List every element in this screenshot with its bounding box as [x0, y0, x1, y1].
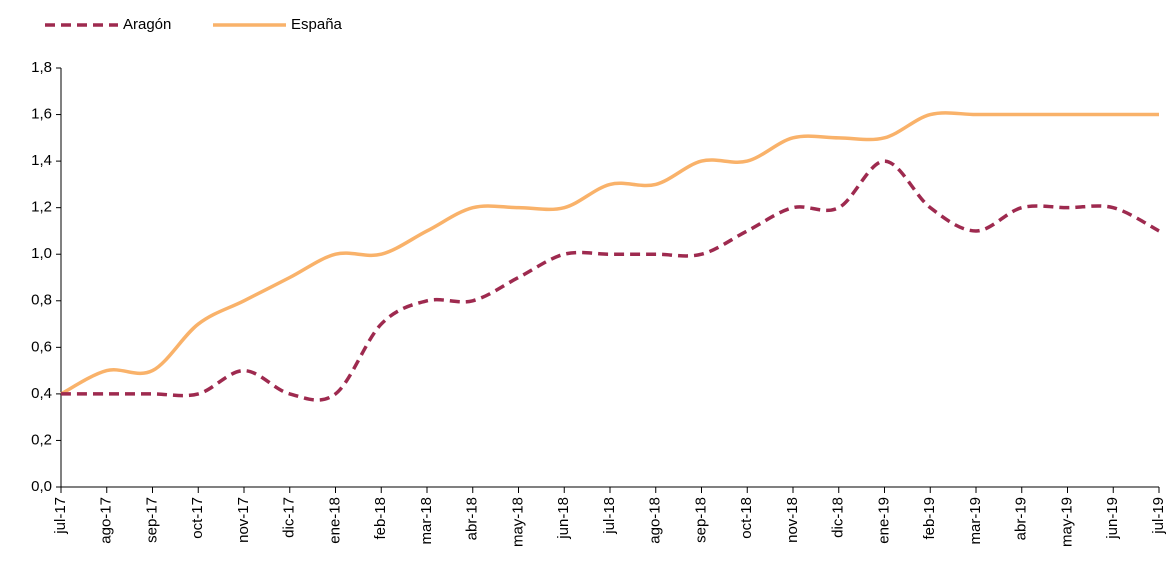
legend-label: España: [291, 16, 343, 33]
x-tick-label: dic-17: [281, 497, 298, 538]
x-tick-label: mar-18: [418, 497, 435, 545]
y-tick-label: 1,0: [31, 245, 52, 262]
x-tick-label: jul-19: [1150, 497, 1167, 535]
y-tick-label: 1,2: [31, 199, 52, 216]
x-tick-label: abr-18: [464, 497, 481, 540]
x-tick-label: may-18: [509, 497, 526, 547]
y-tick-label: 1,6: [31, 106, 52, 123]
x-tick-label: oct-18: [738, 497, 755, 539]
x-tick-label: ene-18: [326, 497, 343, 544]
x-tick-label: dic-18: [830, 497, 847, 538]
x-tick-label: abr-19: [1013, 497, 1030, 540]
x-tick-label: jul-17: [52, 497, 69, 535]
legend-label: Aragón: [123, 16, 171, 33]
y-tick-label: 0,4: [31, 385, 52, 402]
x-tick-label: ago-18: [647, 497, 664, 544]
x-tick-label: jun-19: [1104, 497, 1121, 540]
y-tick-label: 0,2: [31, 431, 52, 448]
x-tick-label: sep-17: [143, 497, 160, 543]
x-tick-label: nov-18: [784, 497, 801, 543]
x-tick-label: feb-19: [921, 497, 938, 540]
x-tick-label: ago-17: [98, 497, 115, 544]
x-tick-label: feb-18: [372, 497, 389, 540]
y-tick-label: 1,8: [31, 59, 52, 76]
series-line: [60, 159, 1160, 402]
y-tick-label: 1,4: [31, 152, 52, 169]
y-tick-label: 0,8: [31, 292, 52, 309]
x-tick-label: jun-18: [555, 497, 572, 540]
x-tick-label: mar-19: [967, 497, 984, 545]
x-tick-label: ene-19: [875, 497, 892, 544]
x-tick-label: nov-17: [235, 497, 252, 543]
series-line: [60, 111, 1159, 396]
x-tick-label: may-19: [1058, 497, 1075, 547]
y-tick-label: 0,0: [31, 478, 52, 495]
x-tick-label: oct-17: [189, 497, 206, 539]
x-tick-label: jul-18: [601, 497, 618, 535]
y-tick-label: 0,6: [31, 338, 52, 355]
x-tick-label: sep-18: [692, 497, 709, 543]
